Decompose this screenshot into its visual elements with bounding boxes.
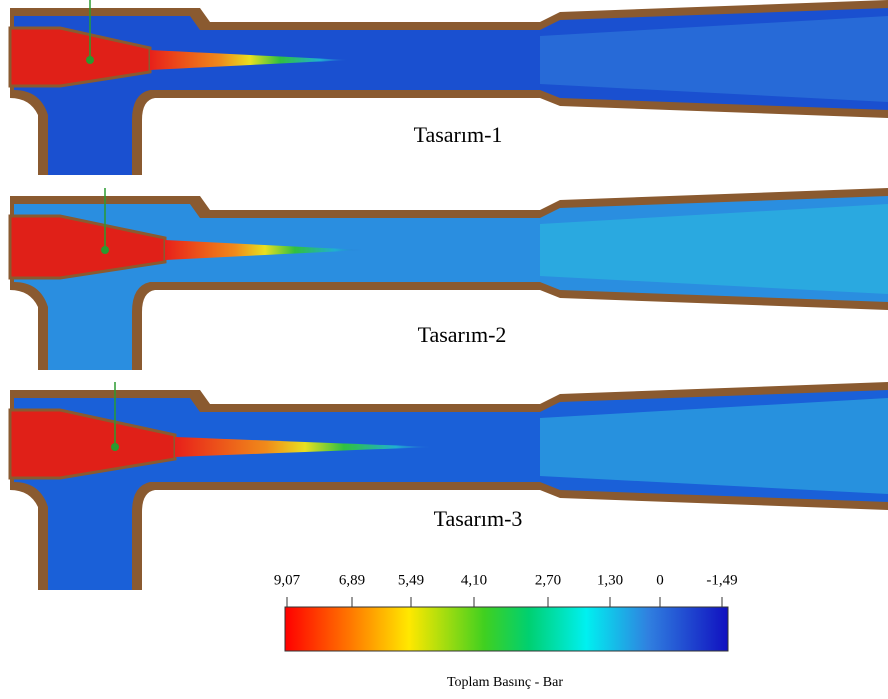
diffuser-flow bbox=[540, 398, 888, 494]
colorbar-ticks: 9,07 6,89 5,49 4,10 2,70 1,30 0 -1,49 bbox=[274, 572, 738, 607]
jet bbox=[165, 240, 365, 260]
jet bbox=[150, 50, 350, 70]
axis-origin bbox=[101, 246, 109, 254]
panel-label: Tasarım-1 bbox=[414, 122, 503, 147]
panel-label: Tasarım-2 bbox=[418, 322, 507, 347]
colorbar-tick-label: 2,70 bbox=[535, 572, 561, 588]
colorbar-tick-label: 1,30 bbox=[597, 572, 623, 588]
diffuser-flow bbox=[540, 204, 888, 294]
colorbar-title: Toplam Basınç - Bar bbox=[447, 675, 563, 690]
colorbar-tick-label: 6,89 bbox=[339, 572, 365, 588]
colorbar-tick-label: 9,07 bbox=[274, 572, 301, 588]
motive-nozzle bbox=[8, 26, 152, 88]
jet bbox=[175, 437, 435, 457]
colorbar-tick-label: 5,49 bbox=[398, 572, 424, 588]
motive-nozzle bbox=[8, 408, 177, 480]
axis-origin bbox=[86, 56, 94, 64]
colorbar-tick-label: 0 bbox=[656, 572, 664, 588]
colorbar-tick-label: -1,49 bbox=[706, 572, 737, 588]
diffuser-flow bbox=[540, 16, 888, 102]
panels bbox=[8, 0, 888, 590]
axis-origin bbox=[111, 443, 119, 451]
panel-label: Tasarım-3 bbox=[434, 506, 523, 531]
motive-nozzle bbox=[8, 214, 167, 280]
colorbar-tick-label: 4,10 bbox=[461, 572, 487, 588]
colorbar bbox=[284, 606, 729, 652]
